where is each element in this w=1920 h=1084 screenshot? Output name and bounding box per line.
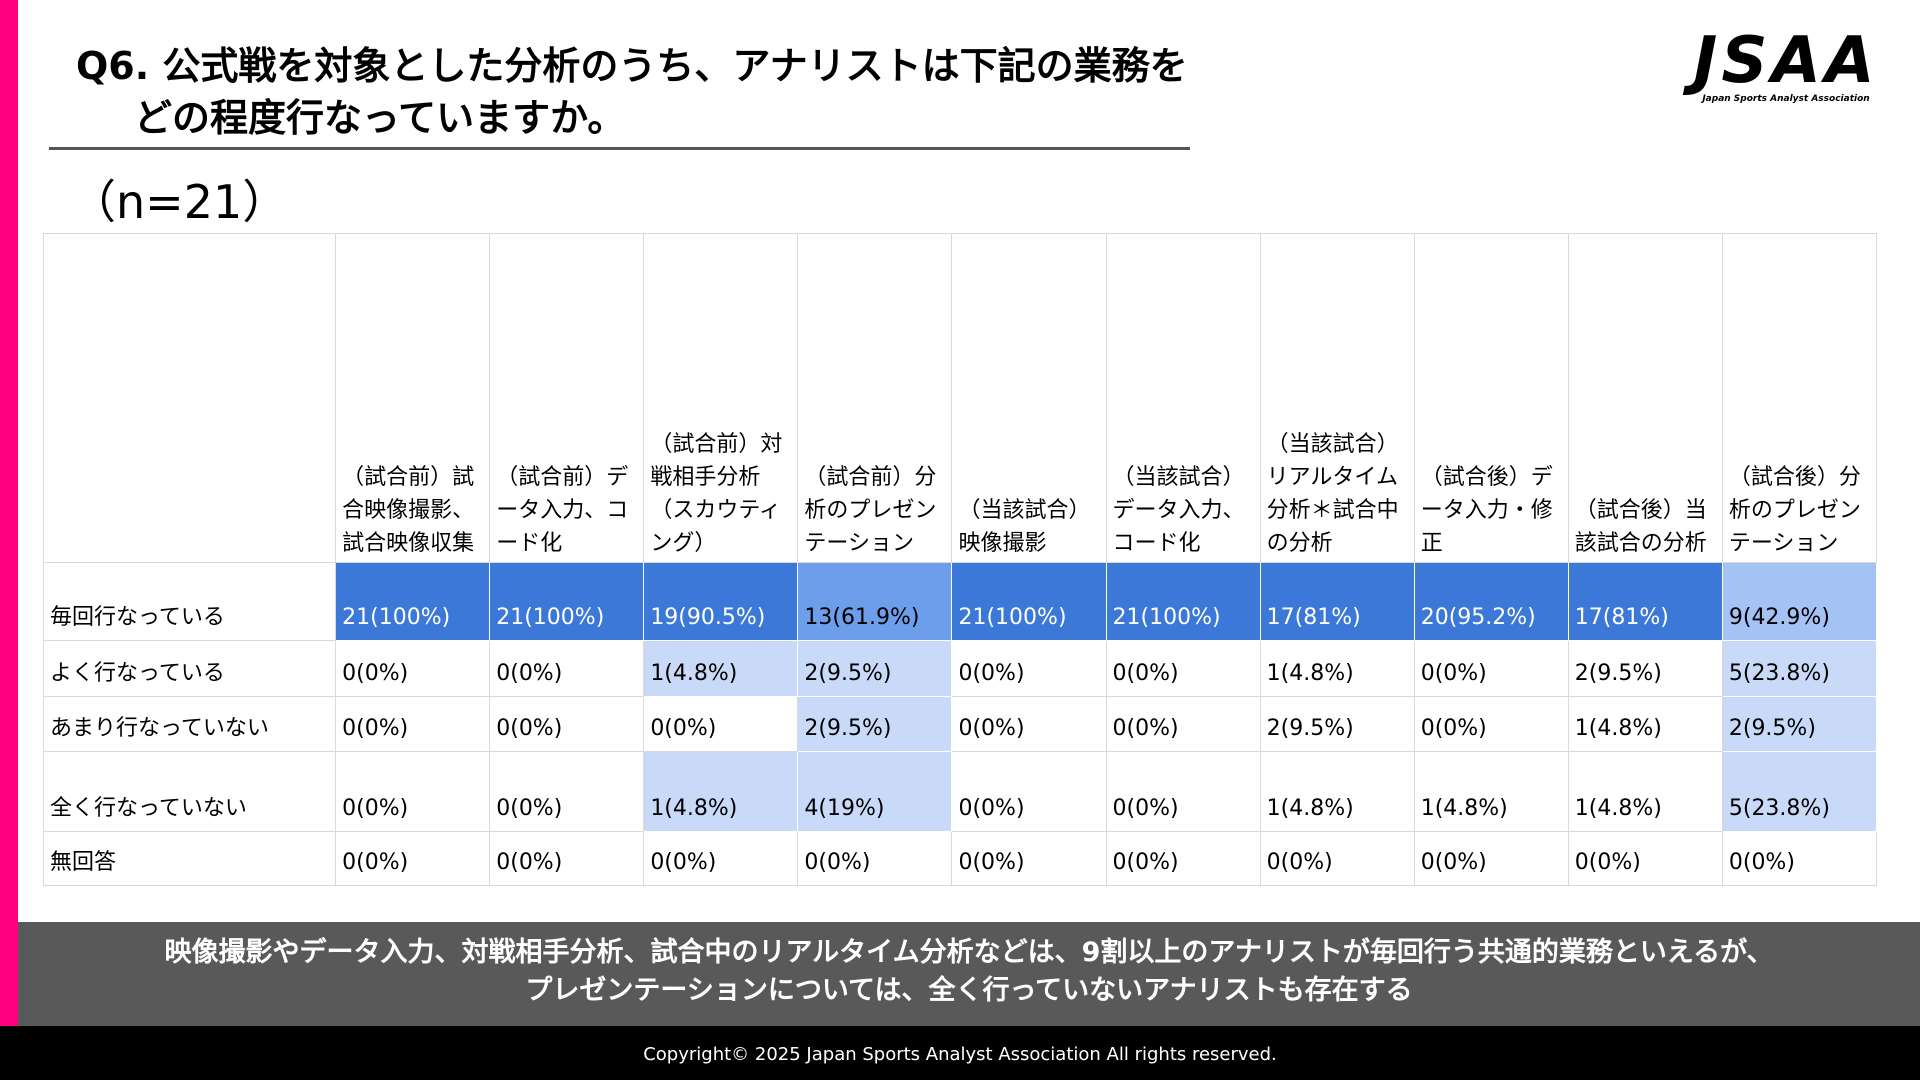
title-line: Q6. 公式戦を対象とした分析のうち、アナリストは下記の業務を [76, 44, 1188, 88]
column-header: （試合後）当該試合の分析 [1567, 233, 1723, 563]
summary-line: プレゼンテーションについては、全く行っていないアナリストも存在する [525, 975, 1413, 1006]
table-cell: 0(0%) [1259, 831, 1415, 886]
table-cell: 0(0%) [489, 696, 645, 752]
table-cell: 21(100%) [489, 562, 645, 641]
table-cell: 0(0%) [1105, 640, 1261, 697]
table-cell: 0(0%) [643, 696, 799, 752]
table-cell: 0(0%) [489, 640, 645, 697]
table-cell: 0(0%) [489, 831, 645, 886]
table-cell: 0(0%) [951, 640, 1107, 697]
table-cell: 0(0%) [335, 751, 491, 832]
table-cell: 1(4.8%) [1567, 696, 1723, 752]
row-label: よく行なっている [42, 640, 337, 697]
table-cell: 17(81%) [1567, 562, 1723, 641]
title: Q6. 公式戦を対象とした分析のうち、アナリストは下記の業務を どの程度行なって… [76, 40, 1188, 144]
column-header: （当該試合）リアルタイム分析＊試合中の分析 [1259, 233, 1415, 563]
row-label: 全く行なっていない [42, 751, 337, 832]
column-header: （試合後）データ入力・修正 [1413, 233, 1569, 563]
logo-mark: JSAA [1693, 24, 1879, 98]
row-label: 毎回行なっている [42, 562, 337, 641]
table-cell: 0(0%) [951, 751, 1107, 832]
table-cell: 0(0%) [951, 831, 1107, 886]
column-header: （試合前）対戦相手分析（スカウティング） [643, 233, 799, 563]
table-cell: 0(0%) [1413, 831, 1569, 886]
table-cell: 1(4.8%) [1413, 751, 1569, 832]
table-cell: 0(0%) [1105, 696, 1261, 752]
table-cell: 0(0%) [1105, 831, 1261, 886]
footer: Copyright© 2025 Japan Sports Analyst Ass… [0, 1026, 1920, 1080]
table-cell: 0(0%) [951, 696, 1107, 752]
column-header: （当該試合）映像撮影 [951, 233, 1107, 563]
sample-size: （n=21） [70, 175, 289, 229]
table-cell: 21(100%) [951, 562, 1107, 641]
corner-cell [42, 233, 337, 563]
table-cell: 0(0%) [1105, 751, 1261, 832]
table-cell: 4(19%) [797, 751, 953, 832]
accent-bar [0, 0, 18, 1026]
table-cell: 13(61.9%) [797, 562, 953, 641]
table-cell: 5(23.8%) [1721, 751, 1878, 832]
row-label: あまり行なっていない [42, 696, 337, 752]
table-row: 全く行なっていない 0(0%) 0(0%) 1(4.8%) 4(19%) 0(0%) 0(0… [42, 751, 1878, 832]
table-cell: 2(9.5%) [1567, 640, 1723, 697]
table-cell: 0(0%) [335, 831, 491, 886]
table-cell: 0(0%) [335, 696, 491, 752]
column-header: （試合後）分析のプレゼンテーション [1721, 233, 1878, 563]
table-cell: 0(0%) [1413, 696, 1569, 752]
logo: JSAA Japan Sports Analyst Association [1690, 28, 1882, 104]
table-cell: 2(9.5%) [1259, 696, 1415, 752]
table-cell: 0(0%) [797, 831, 953, 886]
table-cell: 2(9.5%) [1721, 696, 1878, 752]
column-header: （試合前）データ入力、コード化 [489, 233, 645, 563]
table-cell: 21(100%) [335, 562, 491, 641]
results-table: （試合前）試合映像撮影、試合映像収集 （試合前）データ入力、コード化 （試合前）対戦… [42, 233, 1878, 886]
table-cell: 17(81%) [1259, 562, 1415, 641]
summary-line: 映像撮影やデータ入力、対戦相手分析、試合中のリアルタイム分析などは、9割以上のア… [164, 937, 1774, 968]
table-cell: 0(0%) [1567, 831, 1723, 886]
header-row: （試合前）試合映像撮影、試合映像収集 （試合前）データ入力、コード化 （試合前）対戦… [42, 233, 1878, 563]
table-cell: 21(100%) [1105, 562, 1261, 641]
table-row: よく行なっている 0(0%) 0(0%) 1(4.8%) 2(9.5%) 0(0%) 0(0… [42, 640, 1878, 697]
table-cell: 0(0%) [643, 831, 799, 886]
table-cell: 1(4.8%) [1567, 751, 1723, 832]
summary: 映像撮影やデータ入力、対戦相手分析、試合中のリアルタイム分析などは、9割以上のア… [18, 922, 1920, 1026]
column-header: （試合前）試合映像撮影、試合映像収集 [335, 233, 491, 563]
table-cell: 0(0%) [335, 640, 491, 697]
table-cell: 2(9.5%) [797, 696, 953, 752]
table-cell: 2(9.5%) [797, 640, 953, 697]
row-label: 無回答 [42, 831, 337, 886]
table-cell: 1(4.8%) [1259, 751, 1415, 832]
column-header: （当該試合）データ入力、コード化 [1105, 233, 1261, 563]
title-rule [49, 147, 1190, 150]
table-cell: 19(90.5%) [643, 562, 799, 641]
column-header: （試合前）分析のプレゼンテーション [797, 233, 953, 563]
table-cell: 0(0%) [1413, 640, 1569, 697]
table-cell: 0(0%) [1721, 831, 1878, 886]
table-cell: 0(0%) [489, 751, 645, 832]
table-row: 毎回行なっている 21(100%) 21(100%) 19(90.5%) 13(61.9… [42, 562, 1878, 641]
table-cell: 20(95.2%) [1413, 562, 1569, 641]
table-cell: 1(4.8%) [643, 640, 799, 697]
table-cell: 9(42.9%) [1721, 562, 1878, 641]
title-line: どの程度行なっていますか。 [134, 96, 626, 140]
table-cell: 1(4.8%) [643, 751, 799, 832]
table-cell: 1(4.8%) [1259, 640, 1415, 697]
logo-text: Japan Sports Analyst Association [1702, 94, 1870, 104]
table-row: あまり行なっていない 0(0%) 0(0%) 0(0%) 2(9.5%) 0(0%) 0(0… [42, 696, 1878, 752]
table-cell: 5(23.8%) [1721, 640, 1878, 697]
table-row: 無回答 0(0%) 0(0%) 0(0%) 0(0%) 0(0%) 0(0%) 0(0%) 0(… [42, 831, 1878, 886]
